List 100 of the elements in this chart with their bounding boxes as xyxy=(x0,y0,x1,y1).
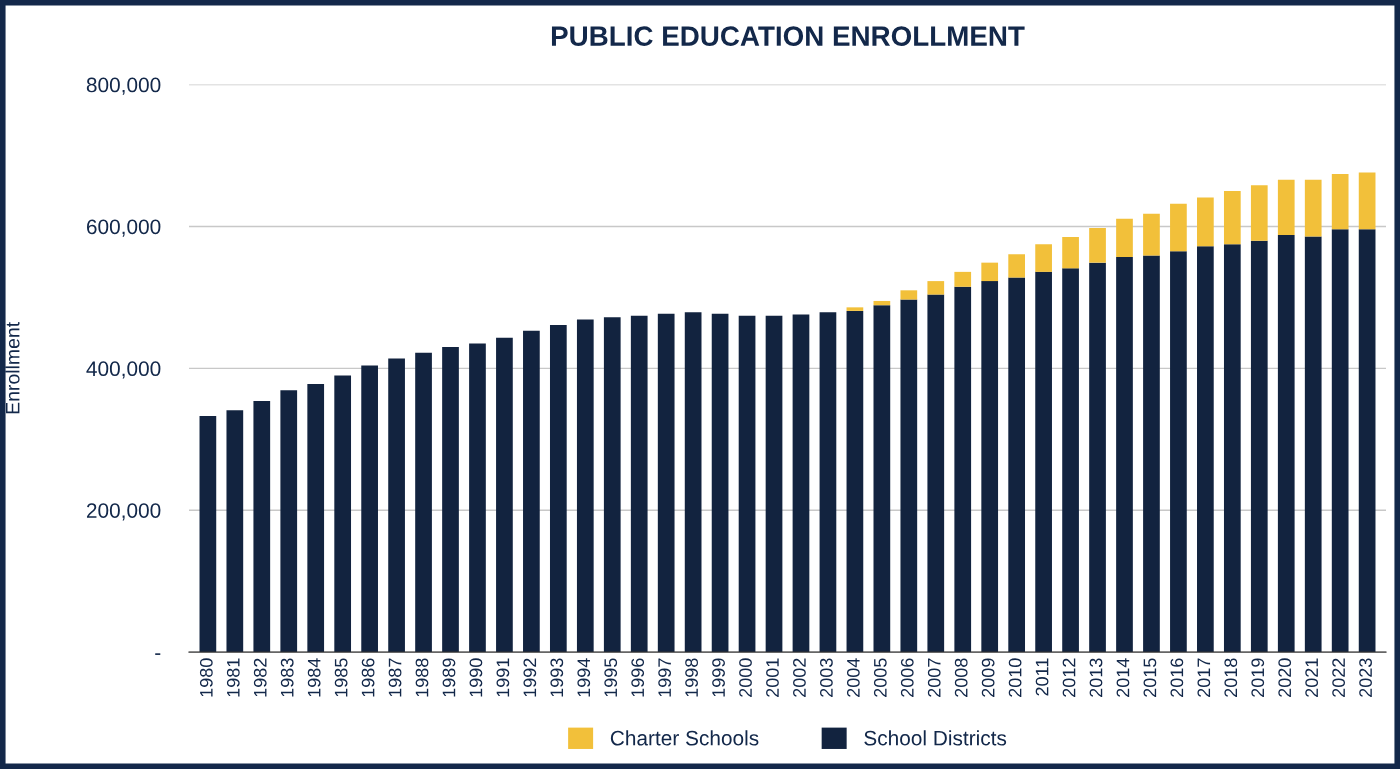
x-tick-label: 1992 xyxy=(523,658,537,697)
x-tick-label: 1981 xyxy=(226,658,240,697)
x-tick-label: 1993 xyxy=(550,658,564,697)
bar xyxy=(1035,244,1052,272)
bar xyxy=(630,315,648,653)
x-tick-label: 2007 xyxy=(927,658,941,697)
bar xyxy=(1170,203,1187,252)
x-tick-label: 2004 xyxy=(846,658,860,697)
x-tick-label: 2020 xyxy=(1278,658,1292,697)
bar xyxy=(1250,240,1268,653)
x-tick-label: 2015 xyxy=(1143,658,1157,697)
y-tick-label: 600,000 xyxy=(86,219,161,237)
x-tick-label: 2019 xyxy=(1251,658,1265,697)
bar xyxy=(415,352,432,653)
legend-label: School Districts xyxy=(864,730,1007,746)
bar xyxy=(873,305,891,653)
bar xyxy=(927,281,945,295)
x-tick-label: 1980 xyxy=(199,658,213,697)
bar xyxy=(361,365,378,653)
bar xyxy=(1223,244,1241,653)
bar xyxy=(1197,246,1214,653)
bar xyxy=(442,347,459,653)
bar xyxy=(226,410,244,653)
bar xyxy=(657,313,675,653)
bar xyxy=(927,294,945,653)
x-tick-label: 1986 xyxy=(361,658,375,697)
x-tick-label: 2022 xyxy=(1332,658,1346,697)
x-tick-label: 1996 xyxy=(631,658,645,697)
bar xyxy=(1331,229,1349,653)
bar xyxy=(846,310,864,653)
bar xyxy=(1089,262,1106,653)
x-tick-label: 2021 xyxy=(1305,658,1319,697)
bar xyxy=(199,415,217,653)
bar xyxy=(846,307,864,311)
x-tick-label: 1991 xyxy=(496,658,510,697)
bar xyxy=(1143,213,1160,256)
x-tick-label: 2017 xyxy=(1197,658,1211,697)
x-tick-label: 1984 xyxy=(307,658,321,697)
x-tick-label: 2003 xyxy=(820,658,833,697)
chart-title: PUBLIC EDUCATION ENROLLMENT xyxy=(551,26,1025,46)
bar xyxy=(1250,185,1268,241)
x-tick-label: 2006 xyxy=(900,658,914,697)
bar xyxy=(307,383,325,653)
x-tick-label: 2012 xyxy=(1062,658,1076,697)
y-axis-title: Enrollment xyxy=(5,322,20,414)
bar xyxy=(1008,277,1026,653)
bar xyxy=(819,312,837,653)
bar xyxy=(1116,218,1133,257)
x-tick-label: 2023 xyxy=(1359,658,1372,697)
bar xyxy=(792,314,810,653)
x-tick-label: 2000 xyxy=(739,658,752,697)
bar xyxy=(496,337,513,653)
bar xyxy=(1358,172,1376,230)
x-tick-label: 2005 xyxy=(873,658,887,697)
bar xyxy=(603,317,621,653)
bar xyxy=(954,271,972,287)
x-tick-label: 2001 xyxy=(766,658,779,697)
bar xyxy=(981,262,999,282)
bar xyxy=(1304,179,1322,237)
y-tick-label: 200,000 xyxy=(86,503,161,521)
x-tick-label: 1998 xyxy=(685,658,698,697)
bar xyxy=(1062,237,1079,269)
y-tick-label: 800,000 xyxy=(86,77,161,95)
bar xyxy=(549,325,567,653)
bar xyxy=(765,315,783,653)
x-tick-label: 1995 xyxy=(604,658,618,697)
x-tick-label: 1997 xyxy=(658,658,672,697)
bar xyxy=(576,319,594,653)
bar xyxy=(1035,271,1052,653)
bar xyxy=(469,343,486,653)
bar xyxy=(1304,236,1322,653)
bar xyxy=(738,315,756,653)
bar xyxy=(900,299,918,653)
bar xyxy=(1170,251,1187,653)
bar xyxy=(900,290,918,300)
x-tick-label: 1983 xyxy=(280,658,294,697)
y-tick-label: - xyxy=(155,653,161,655)
x-tick-label: 2010 xyxy=(1008,658,1022,697)
x-tick-label: 2013 xyxy=(1089,658,1103,697)
bar xyxy=(1358,229,1376,653)
bar xyxy=(873,300,891,306)
bar xyxy=(1197,197,1214,247)
x-tick-label: 1999 xyxy=(712,658,725,697)
x-tick-label: 2018 xyxy=(1224,658,1238,697)
y-tick-label: 400,000 xyxy=(86,361,161,379)
bar xyxy=(954,286,972,653)
bar xyxy=(1143,255,1160,653)
x-tick-label: 1985 xyxy=(334,658,348,697)
bar xyxy=(1331,173,1349,230)
bar xyxy=(523,330,540,653)
x-tick-label: 1988 xyxy=(415,658,429,697)
bar xyxy=(388,358,405,653)
bar xyxy=(1062,268,1079,653)
bar xyxy=(1008,254,1026,278)
x-tick-label: 1990 xyxy=(469,658,483,697)
x-tick-label: 1994 xyxy=(577,658,591,697)
bar xyxy=(981,281,999,653)
bar xyxy=(1277,234,1295,653)
bar xyxy=(684,312,702,653)
x-tick-label: 2009 xyxy=(981,658,995,697)
